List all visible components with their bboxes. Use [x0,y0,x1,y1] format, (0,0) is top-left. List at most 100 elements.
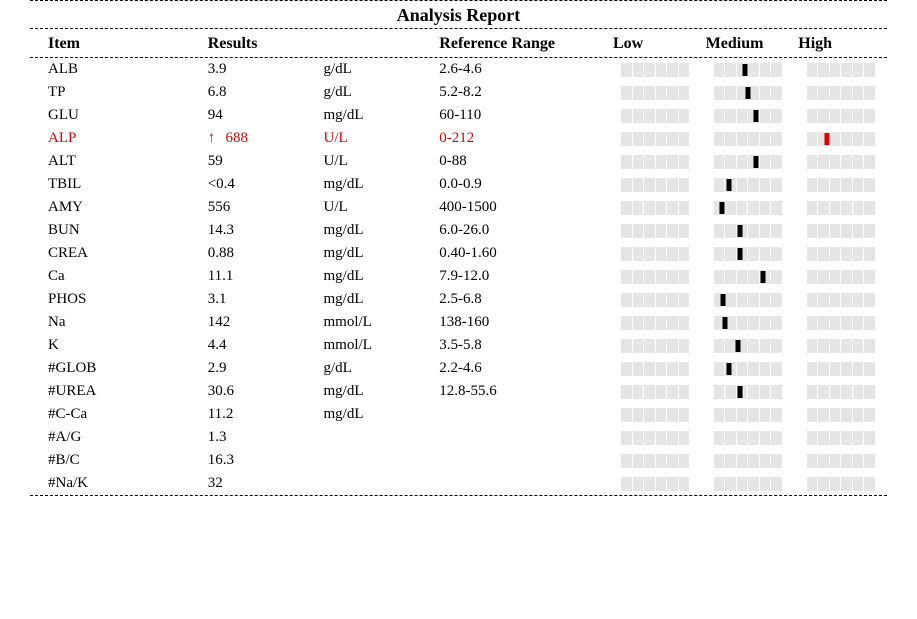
cell-gauge-low [609,242,702,265]
cell-gauge-high [794,150,887,173]
cell-range: 0-212 [435,127,609,150]
cell-gauge-medium [702,357,795,380]
gauge [714,362,782,376]
gauge [714,247,782,261]
cell-gauge-high [794,127,887,150]
cell-gauge-high [794,426,887,449]
col-header-unit [320,29,436,57]
cell-gauge-high [794,104,887,127]
table-row: AMY 556U/L400-1500 [30,196,887,219]
gauge [807,362,875,376]
cell-gauge-low [609,265,702,288]
result-value: 30.6 [208,383,234,399]
table-row: Na 142mmol/L138-160 [30,311,887,334]
cell-gauge-medium [702,311,795,334]
cell-gauge-medium [702,219,795,242]
cell-item: PHOS [30,288,204,311]
cell-item: ALT [30,150,204,173]
table-row: #GLOB 2.9g/dL2.2-4.6 [30,357,887,380]
gauge [621,339,689,353]
table-row: ALT 59U/L0-88 [30,150,887,173]
cell-unit: mmol/L [320,334,436,357]
result-value: 2.9 [208,360,227,376]
gauge-marker [737,225,742,237]
result-value: 94 [208,107,223,123]
cell-gauge-medium [702,58,795,81]
gauge-marker [754,156,759,168]
gauge [621,270,689,284]
gauge [714,454,782,468]
cell-gauge-medium [702,449,795,472]
cell-item: #A/G [30,426,204,449]
gauge [807,270,875,284]
gauge [621,109,689,123]
cell-item: #C-Ca [30,403,204,426]
cell-result: 11.2 [204,403,320,426]
gauge [714,385,782,399]
cell-gauge-high [794,288,887,311]
table-row: #Na/K 32 [30,472,887,495]
cell-item: AMY [30,196,204,219]
table-row: K 4.4mmol/L3.5-5.8 [30,334,887,357]
result-value: 11.2 [208,406,234,422]
gauge [714,86,782,100]
cell-result: 30.6 [204,380,320,403]
cell-unit: mg/dL [320,403,436,426]
gauge [621,431,689,445]
cell-range: 138-160 [435,311,609,334]
cell-gauge-high [794,58,887,81]
gauge [807,155,875,169]
cell-unit [320,472,436,495]
result-value: 4.4 [208,337,227,353]
cell-gauge-high [794,357,887,380]
cell-range: 2.5-6.8 [435,288,609,311]
gauge [807,385,875,399]
cell-gauge-low [609,219,702,242]
gauge [807,431,875,445]
cell-unit: mg/dL [320,104,436,127]
cell-range [435,449,609,472]
cell-range: 0.0-0.9 [435,173,609,196]
gauge-marker [721,294,726,306]
gauge [621,178,689,192]
gauge [807,224,875,238]
gauge-marker [720,202,725,214]
cell-gauge-medium [702,196,795,219]
cell-gauge-low [609,357,702,380]
cell-gauge-low [609,58,702,81]
cell-gauge-medium [702,173,795,196]
gauge [807,178,875,192]
result-value: 688 [222,130,248,146]
gauge-marker [742,64,747,76]
result-value: 14.3 [208,222,234,238]
cell-unit: mg/dL [320,265,436,288]
cell-unit: U/L [320,150,436,173]
gauge [807,339,875,353]
col-header-medium: Medium [702,29,795,57]
cell-item: #B/C [30,449,204,472]
result-value: 32 [208,475,223,491]
cell-gauge-low [609,380,702,403]
cell-item: #Na/K [30,472,204,495]
cell-result: 11.1 [204,265,320,288]
cell-range: 2.2-4.6 [435,357,609,380]
cell-gauge-low [609,426,702,449]
result-value: 142 [208,314,231,330]
cell-unit: U/L [320,196,436,219]
gauge [714,178,782,192]
gauge [621,247,689,261]
cell-range: 0.40-1.60 [435,242,609,265]
gauge [807,316,875,330]
gauge [621,293,689,307]
col-header-item: Item [30,29,204,57]
rule-bottom [30,495,887,496]
result-value: 3.9 [208,61,227,77]
cell-gauge-high [794,311,887,334]
cell-range: 60-110 [435,104,609,127]
cell-range [435,426,609,449]
cell-result: 142 [204,311,320,334]
gauge [714,224,782,238]
gauge-marker [722,317,727,329]
gauge [621,201,689,215]
col-header-high: High [794,29,887,57]
